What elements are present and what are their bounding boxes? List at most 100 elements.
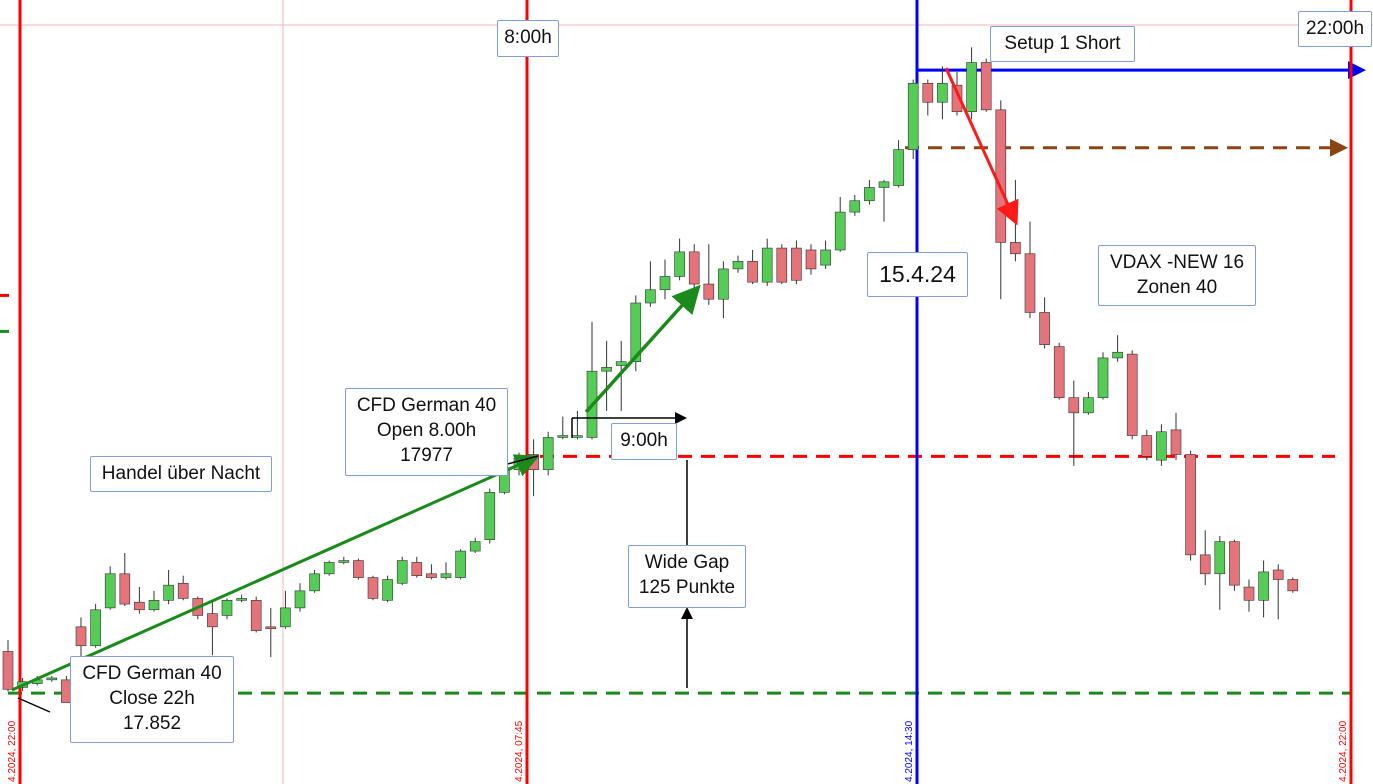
candle-body (163, 584, 174, 601)
candle-body (572, 435, 583, 438)
candle-body (849, 200, 861, 213)
arrow (17, 697, 51, 713)
candle-body (820, 249, 831, 266)
candle-body (659, 276, 671, 291)
candle-body (1185, 454, 1196, 556)
candle-body (309, 573, 320, 592)
arrows (11, 67, 1019, 713)
candle-body (557, 435, 569, 438)
candle-body (907, 83, 919, 150)
annotation-line: 22:00h (1305, 18, 1365, 39)
candle-body (411, 562, 423, 576)
candle-body (104, 573, 116, 609)
candle-body (1024, 253, 1036, 313)
annotation-line: 8:00h (504, 27, 552, 48)
candle-body (630, 302, 642, 363)
candle-body (966, 62, 977, 113)
candle-body (382, 579, 393, 601)
candle-body (323, 562, 335, 575)
annotation: 15.4.24 (867, 252, 968, 297)
candle-body (221, 600, 233, 616)
candle-body (645, 289, 656, 304)
arrow (11, 454, 540, 692)
candle-body (1097, 357, 1109, 398)
candle-body (236, 598, 247, 601)
annotation-line: Close 22h (109, 688, 195, 709)
annotation-line: 15.4.24 (879, 261, 956, 287)
candle-body (440, 573, 452, 578)
annotation-line: Handel über Nacht (101, 463, 261, 484)
annotation: CFD German 40 Close 22h 17.852 (70, 656, 234, 743)
candle-body (747, 261, 758, 283)
candle-body (776, 247, 788, 283)
candle-body (177, 582, 189, 599)
candle-body (995, 109, 1007, 243)
candle-body (703, 283, 715, 300)
candle-body (1199, 554, 1211, 575)
session-label: 4.2024, 07:45 (514, 720, 525, 782)
candle-body (805, 249, 817, 270)
annotation-line: Setup 1 Short (1004, 33, 1121, 54)
candle-body (1126, 353, 1138, 436)
candle-body (834, 211, 846, 251)
candle-body (1141, 435, 1153, 457)
arrow (584, 284, 701, 414)
candle-body (338, 560, 350, 563)
annotation-line: 9:00h (620, 430, 668, 451)
candle-body (878, 181, 890, 188)
candle-body (353, 560, 364, 578)
candle-body (937, 83, 948, 103)
candle-body (1112, 351, 1123, 359)
annotation-line: CFD German 40 (356, 395, 497, 416)
annotation-line: 17.852 (122, 713, 182, 734)
candle-body (367, 577, 379, 599)
candle-body (922, 83, 934, 103)
candle-body (148, 600, 160, 611)
candle-body (46, 677, 58, 681)
candle-body (951, 84, 963, 113)
candle-body (615, 361, 627, 366)
candle-body (90, 609, 101, 647)
annotation-line: Wide Gap (644, 552, 730, 573)
candle-body (134, 601, 145, 611)
session-label: 4.2024, 22:00 (1338, 720, 1349, 782)
session-label: 4.2024, 14:30 (904, 720, 915, 782)
candle-body (426, 573, 437, 578)
annotation: VDAX -NEW 16 Zonen 40 (1098, 245, 1256, 306)
candle-body (396, 560, 408, 584)
candle-body (1214, 541, 1226, 575)
annotation: Setup 1 Short (990, 26, 1135, 62)
candle-body (1083, 397, 1094, 414)
annotation-line: CFD German 40 (82, 663, 222, 684)
candle-body (864, 187, 875, 202)
candle-body (1010, 242, 1021, 255)
candle-body (674, 251, 685, 277)
candle-body (542, 437, 554, 470)
annotation-line: Open 8.00h (376, 420, 477, 441)
candle-body (1243, 586, 1255, 601)
candle-body (1272, 569, 1284, 580)
candle-body (1287, 579, 1299, 592)
candle-body (469, 541, 481, 552)
candle-body (1039, 312, 1050, 345)
candle-body (294, 590, 306, 609)
candle-body (761, 247, 773, 283)
candle-body (455, 550, 466, 578)
candle-body (791, 247, 802, 281)
arrow (944, 67, 1019, 226)
candle-body (250, 600, 262, 631)
candle-body (688, 251, 700, 285)
candle-body (119, 573, 131, 605)
candle-body (893, 149, 904, 186)
annotation: CFD German 40 Open 8.00h 17977 (345, 388, 508, 476)
annotation: 8:00h (497, 20, 559, 57)
candle-body (1156, 431, 1167, 461)
annotation: Wide Gap 125 Punkte (628, 545, 746, 608)
session-label: 4.2024, 22:00 (7, 720, 18, 782)
candle-body (1258, 571, 1269, 601)
candle-body (484, 492, 496, 541)
candle-body (2, 651, 14, 690)
annotation: 22:00h (1298, 11, 1372, 47)
